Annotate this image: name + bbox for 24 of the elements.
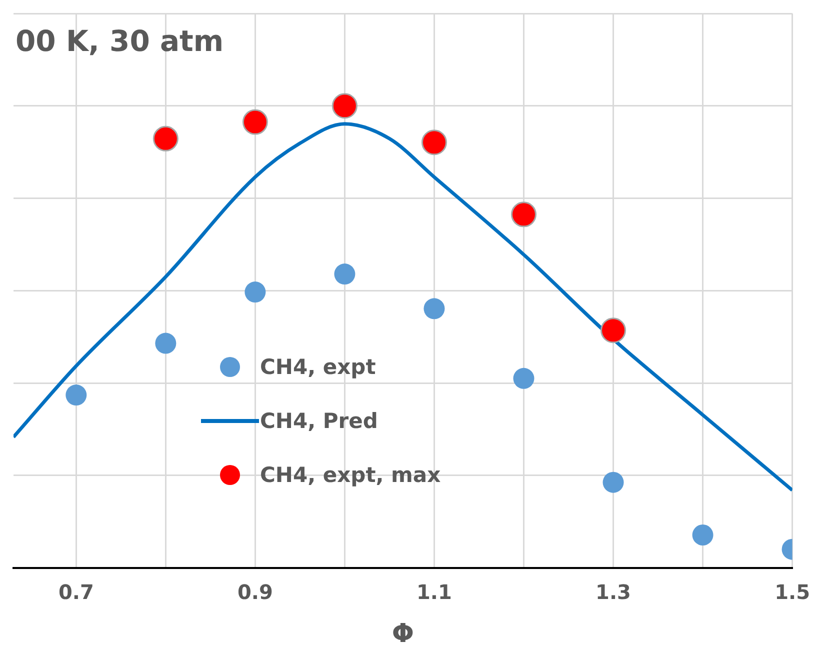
point <box>692 524 714 546</box>
point <box>600 318 626 344</box>
point <box>66 384 87 406</box>
legend-label: CH4, Pred <box>260 409 378 433</box>
point <box>602 472 624 493</box>
point <box>244 282 266 303</box>
x-tick-label: 1.3 <box>596 580 631 604</box>
point <box>242 109 268 135</box>
legend-label: CH4, expt <box>260 355 376 379</box>
point <box>155 332 176 354</box>
point <box>332 93 358 119</box>
point <box>334 264 356 285</box>
legend-label: CH4, expt, max <box>260 463 441 487</box>
text: 00 K, 30 atm <box>16 24 224 58</box>
point <box>152 126 178 152</box>
point <box>424 298 445 320</box>
x-axis-title: Φ <box>392 619 414 650</box>
x-tick-label: 0.9 <box>237 580 273 604</box>
point <box>421 130 447 156</box>
x-tick-label: 0.7 <box>58 580 94 604</box>
x-tick-label: 1.1 <box>416 580 452 604</box>
point <box>510 202 536 228</box>
point <box>513 368 534 389</box>
x-tick-label: 1.5 <box>774 580 810 604</box>
